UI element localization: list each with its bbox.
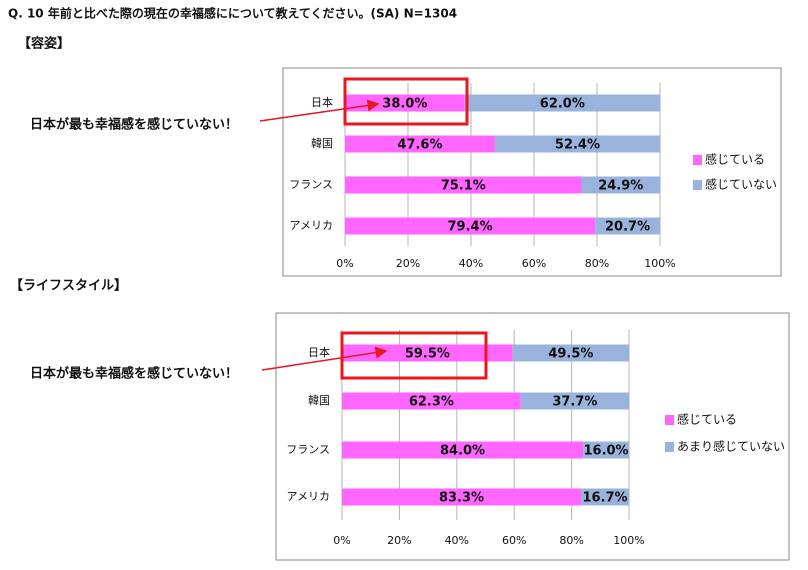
- bar-segment: [345, 217, 596, 235]
- data-label: 79.4%: [448, 220, 493, 235]
- bar-segment: [464, 94, 660, 112]
- annotation-arrow: [259, 99, 380, 122]
- section-title: 【ライフスタイル】: [10, 278, 127, 294]
- annotation: 日本が最も幸福感を感じていない！: [30, 117, 238, 133]
- x-tick-label: 80%: [559, 534, 583, 547]
- annotation: 日本が最も幸福感を感じていない！: [30, 366, 238, 382]
- page-title: Q. 10 年前と比べた際の現在の幸福感にについて教えてください。(SA) N=…: [8, 6, 457, 21]
- legend-label: 感じている: [705, 152, 765, 167]
- legend-swatch: [693, 155, 702, 165]
- bar-segment: [581, 488, 629, 506]
- data-label: 16.7%: [582, 491, 627, 506]
- bar-segment: [595, 217, 660, 235]
- legend-swatch: [665, 442, 674, 452]
- bar-segment: [512, 344, 629, 362]
- category-label: フランス: [289, 178, 333, 191]
- section-title: 【容姿】: [18, 36, 70, 52]
- annotation-arrow: [261, 346, 388, 371]
- data-label: 83.3%: [439, 491, 484, 506]
- category-label: フランス: [286, 443, 330, 456]
- bar-segment: [581, 176, 660, 194]
- data-label: 75.1%: [441, 179, 486, 194]
- bar-segment: [345, 135, 495, 153]
- data-label: 37.7%: [552, 395, 597, 410]
- x-tick-label: 0%: [336, 257, 353, 270]
- data-label: 62.3%: [409, 395, 454, 410]
- x-tick-label: 60%: [502, 534, 526, 547]
- legend-swatch: [665, 415, 674, 425]
- bar-segment: [342, 392, 521, 410]
- data-label: 47.6%: [397, 138, 442, 153]
- x-tick-label: 100%: [644, 257, 675, 270]
- data-label: 16.0%: [583, 444, 628, 459]
- x-tick-label: 20%: [396, 257, 420, 270]
- highlight-box: [343, 77, 469, 126]
- data-label: 52.4%: [555, 138, 600, 153]
- x-tick-label: 60%: [522, 257, 546, 270]
- x-tick-label: 40%: [445, 534, 469, 547]
- x-tick-label: 0%: [333, 534, 350, 547]
- legend-label: あまり感じていない: [677, 439, 785, 454]
- x-tick-label: 40%: [459, 257, 483, 270]
- bar-segment: [342, 441, 584, 459]
- data-label: 49.5%: [548, 347, 593, 362]
- legend-label: 感じていない: [705, 177, 777, 192]
- data-label: 62.0%: [540, 97, 585, 112]
- data-label: 84.0%: [440, 444, 485, 459]
- category-label: アメリカ: [287, 490, 330, 503]
- category-label: 日本: [308, 345, 330, 359]
- data-label: 20.7%: [605, 220, 650, 235]
- x-tick-label: 20%: [387, 534, 411, 547]
- highlight-box: [340, 331, 488, 380]
- bar-segment: [583, 441, 629, 459]
- bar-segment: [494, 135, 660, 153]
- category-label: 韓国: [308, 394, 330, 407]
- legend-swatch: [693, 180, 702, 190]
- bar-segment: [342, 488, 582, 506]
- x-tick-label: 100%: [613, 534, 644, 547]
- bar-segment: [520, 392, 629, 410]
- category-label: 日本: [311, 95, 333, 109]
- data-label: 59.5%: [405, 347, 450, 362]
- plot-area: [342, 344, 629, 506]
- data-label: 38.0%: [382, 97, 427, 112]
- x-tick-label: 80%: [585, 257, 609, 270]
- legend-label: 感じている: [677, 412, 737, 427]
- plot-area: [345, 94, 660, 235]
- category-label: アメリカ: [290, 219, 333, 232]
- data-label: 24.9%: [598, 179, 643, 194]
- bar-segment: [345, 176, 582, 194]
- category-label: 韓国: [311, 137, 333, 150]
